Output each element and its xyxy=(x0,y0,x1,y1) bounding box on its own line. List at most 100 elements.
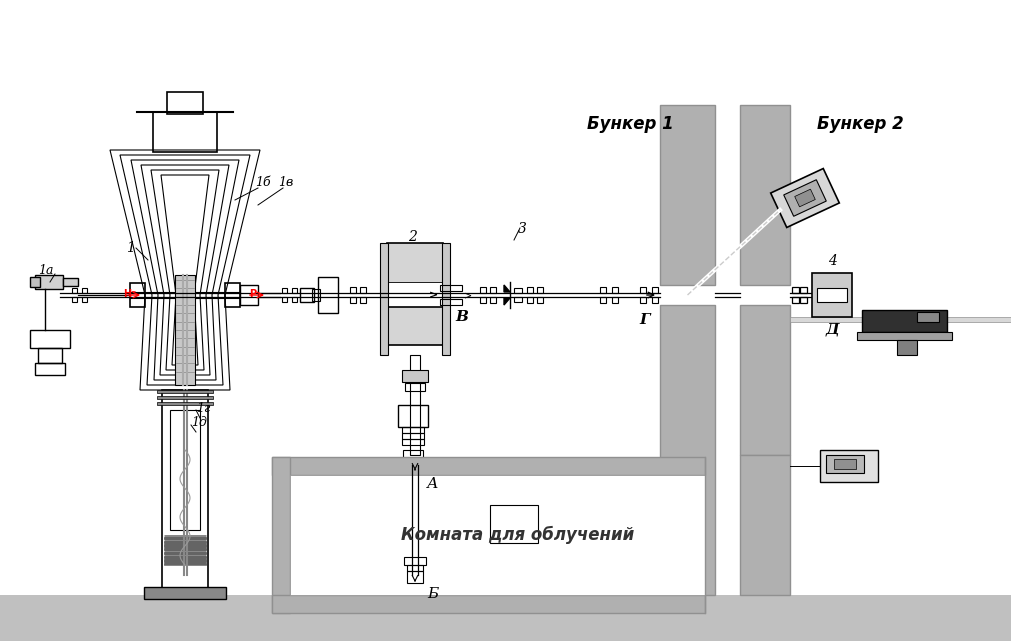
Bar xyxy=(272,457,290,613)
Bar xyxy=(826,455,864,473)
Polygon shape xyxy=(795,189,815,207)
Bar xyxy=(153,112,217,152)
Bar xyxy=(862,310,947,332)
Bar xyxy=(612,297,618,303)
Bar xyxy=(167,92,203,114)
Bar xyxy=(162,390,208,595)
Bar xyxy=(0,595,1011,641)
Bar xyxy=(440,299,462,305)
Bar xyxy=(740,105,790,285)
Text: 1б: 1б xyxy=(255,176,271,188)
Bar xyxy=(387,243,443,283)
Bar xyxy=(480,287,486,293)
Bar xyxy=(292,297,297,302)
Text: 1д: 1д xyxy=(191,415,207,428)
Bar xyxy=(282,288,287,293)
Text: Комната для облучений: Комната для облучений xyxy=(401,526,634,544)
Text: 3: 3 xyxy=(518,222,527,236)
Bar xyxy=(740,305,790,455)
Bar xyxy=(157,396,213,399)
Bar xyxy=(740,455,790,595)
Text: Р: Р xyxy=(250,289,257,299)
Bar xyxy=(404,557,426,565)
Bar xyxy=(350,287,356,293)
Bar xyxy=(612,287,618,293)
Text: 1: 1 xyxy=(126,241,135,255)
Text: А: А xyxy=(427,477,439,491)
Bar xyxy=(527,297,533,303)
Text: Г: Г xyxy=(640,313,650,327)
Text: 2: 2 xyxy=(408,230,417,244)
Bar xyxy=(318,277,338,313)
Bar xyxy=(652,287,658,293)
Bar xyxy=(410,355,420,455)
Bar xyxy=(640,297,646,303)
Bar xyxy=(407,571,423,583)
Text: Б: Б xyxy=(427,587,438,601)
Bar xyxy=(917,312,939,322)
Bar xyxy=(30,330,70,348)
Bar xyxy=(490,505,538,543)
Bar xyxy=(225,283,240,307)
Bar xyxy=(792,287,799,293)
Polygon shape xyxy=(784,179,826,216)
Bar xyxy=(82,288,87,293)
Bar xyxy=(480,297,486,303)
Bar xyxy=(402,370,428,382)
Bar xyxy=(440,285,462,291)
Bar xyxy=(514,288,522,293)
Bar xyxy=(817,288,847,302)
Text: Бункер 2: Бункер 2 xyxy=(817,115,904,133)
Bar xyxy=(490,297,496,303)
Bar xyxy=(652,297,658,303)
Polygon shape xyxy=(504,298,510,305)
Bar xyxy=(72,288,77,293)
Bar xyxy=(514,297,522,302)
Polygon shape xyxy=(770,169,839,228)
Bar xyxy=(130,283,145,307)
Bar xyxy=(812,273,852,317)
Bar xyxy=(72,297,77,302)
Text: 1г: 1г xyxy=(196,401,210,415)
Bar xyxy=(387,307,443,345)
Bar xyxy=(402,433,424,439)
Bar xyxy=(402,427,424,433)
Bar xyxy=(272,595,705,613)
Bar xyxy=(360,297,366,303)
Bar xyxy=(380,243,388,355)
Bar xyxy=(300,288,314,302)
Bar xyxy=(292,288,297,293)
Bar xyxy=(640,287,646,293)
Polygon shape xyxy=(504,285,510,292)
Bar xyxy=(403,450,423,468)
Text: Н⁻: Н⁻ xyxy=(123,289,136,299)
Bar xyxy=(527,287,533,293)
Bar xyxy=(820,450,878,482)
Bar xyxy=(35,363,65,375)
Bar xyxy=(897,340,917,355)
Bar xyxy=(600,297,606,303)
Bar xyxy=(792,297,799,303)
Bar xyxy=(30,277,40,287)
Bar xyxy=(350,297,356,303)
Text: 1а: 1а xyxy=(38,263,54,276)
Bar xyxy=(290,475,705,595)
Bar xyxy=(272,457,705,475)
Bar xyxy=(360,287,366,293)
Bar xyxy=(660,105,715,285)
Bar xyxy=(537,287,543,293)
Text: Бункер 1: Бункер 1 xyxy=(586,115,673,133)
Bar xyxy=(38,348,62,363)
Bar xyxy=(157,402,213,405)
Bar xyxy=(857,332,952,340)
Bar xyxy=(800,297,807,303)
Bar xyxy=(660,305,715,595)
Bar xyxy=(240,285,258,305)
Bar xyxy=(800,287,807,293)
Text: >: > xyxy=(429,290,438,300)
Bar xyxy=(537,297,543,303)
Bar xyxy=(402,439,424,445)
Bar xyxy=(407,565,423,571)
Bar xyxy=(490,287,496,293)
Bar xyxy=(82,297,87,302)
